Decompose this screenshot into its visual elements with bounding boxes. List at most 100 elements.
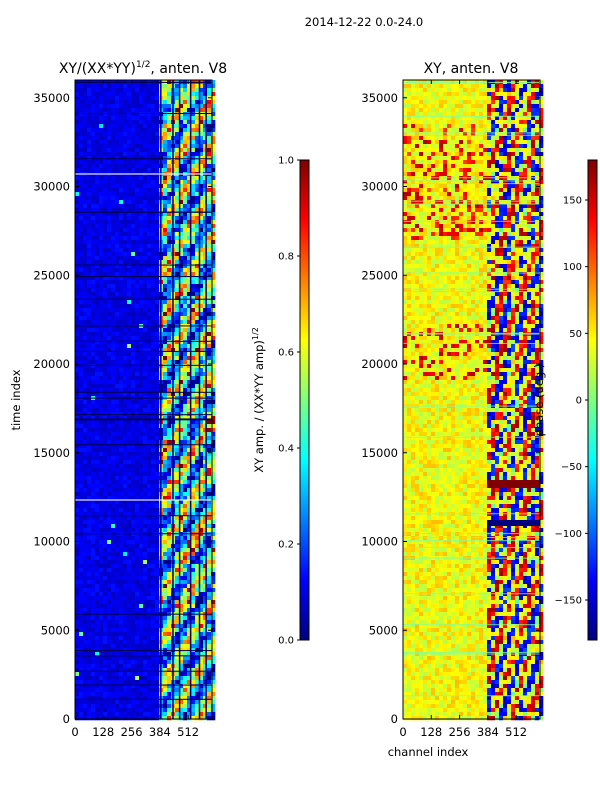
amplitude-heatmap-cell (127, 116, 132, 121)
amplitude-heatmap-cell (79, 128, 84, 133)
amplitude-heatmap-cell (87, 520, 92, 525)
amplitude-heatmap-cell (115, 436, 120, 441)
amplitude-heatmap-cell (135, 392, 140, 397)
amplitude-heatmap-cell (87, 436, 92, 441)
amplitude-heatmap-cell (195, 284, 200, 289)
amplitude-heatmap-cell (163, 488, 168, 493)
amplitude-heatmap-cell (87, 316, 92, 321)
amplitude-heatmap-cell (151, 628, 156, 633)
amplitude-heatmap-cell (75, 364, 80, 369)
amplitude-heatmap-cell (191, 564, 196, 569)
amplitude-heatmap-cell (115, 384, 120, 389)
amplitude-heatmap-cell (127, 160, 132, 165)
amplitude-heatmap-cell (179, 428, 184, 433)
amplitude-heatmap-cell (119, 196, 124, 201)
amplitude-heatmap-cell (127, 520, 132, 525)
amplitude-heatmap-cell (83, 240, 88, 245)
amplitude-heatmap-cell (195, 528, 200, 533)
amplitude-heatmap-cell (203, 460, 208, 465)
amplitude-heatmap-cell (127, 204, 132, 209)
amplitude-heatmap-cell (111, 628, 116, 633)
amplitude-heatmap-cell (95, 372, 100, 377)
amplitude-heatmap-cell (203, 280, 208, 285)
amplitude-heatmap-cell (187, 552, 192, 557)
amplitude-heatmap-cell (107, 584, 112, 589)
amplitude-heatmap-cell (139, 488, 144, 493)
amplitude-heatmap-cell (203, 304, 208, 309)
amplitude-heatmap-cell (135, 356, 140, 361)
amplitude-heatmap-cell (123, 360, 128, 365)
amplitude-heatmap-cell (123, 344, 128, 349)
amplitude-heatmap-cell (163, 476, 168, 481)
amplitude-heatmap-cell (99, 108, 104, 113)
amplitude-heatmap-cell (203, 144, 208, 149)
amplitude-heatmap-cell (91, 108, 96, 113)
amplitude-heatmap-cell (183, 264, 188, 269)
amplitude-heatmap-cell (99, 408, 104, 413)
amplitude-heatmap-cell (103, 600, 108, 605)
amplitude-heatmap-cell (111, 564, 116, 569)
amplitude-heatmap-cell (99, 540, 104, 545)
amplitude-heatmap-cell (115, 144, 120, 149)
amplitude-heatmap-cell (95, 332, 100, 337)
amplitude-heatmap-cell (183, 316, 188, 321)
amplitude-heatmap-cell (139, 188, 144, 193)
amplitude-heatmap-cell (83, 308, 88, 313)
amplitude-heatmap-cell (187, 104, 192, 109)
amplitude-heatmap-cell (207, 632, 212, 637)
amplitude-heatmap-cell (123, 400, 128, 405)
amplitude-heatmap-cell (211, 420, 216, 425)
amplitude-heatmap-cell (135, 480, 140, 485)
amplitude-heatmap-cell (107, 180, 112, 185)
amplitude-heatmap-cell (211, 628, 216, 633)
amplitude-heatmap-cell (123, 228, 128, 233)
amplitude-heatmap-cell (143, 288, 148, 293)
amplitude-heatmap-cell (203, 436, 208, 441)
amplitude-heatmap-cell (167, 156, 172, 161)
amplitude-heatmap-cell (139, 320, 144, 325)
amplitude-heatmap-cell (115, 448, 120, 453)
amplitude-heatmap-cell (139, 256, 144, 261)
amplitude-heatmap-cell (175, 376, 180, 381)
amplitude-heatmap-cell (87, 464, 92, 469)
amplitude-heatmap-cell (127, 616, 132, 621)
amplitude-heatmap-cell (119, 400, 124, 405)
amplitude-heatmap-cell (143, 624, 148, 629)
amplitude-heatmap-cell (147, 412, 152, 417)
amplitude-heatmap-cell (143, 260, 148, 265)
amplitude-heatmap-cell (207, 440, 212, 445)
amplitude-heatmap-cell (83, 140, 88, 145)
amplitude-heatmap-cell (151, 236, 156, 241)
amplitude-heatmap-cell (103, 640, 108, 645)
amplitude-heatmap-cell (195, 576, 200, 581)
amplitude-heatmap-cell (147, 432, 152, 437)
amplitude-heatmap-cell (139, 216, 144, 221)
amplitude-heatmap-cell (211, 508, 216, 513)
amplitude-heatmap-cell (75, 436, 80, 441)
amplitude-heatmap-cell (135, 400, 140, 405)
amplitude-heatmap-cell (83, 92, 88, 97)
amplitude-heatmap-cell (75, 228, 80, 233)
amplitude-heatmap-cell (83, 156, 88, 161)
amplitude-heatmap-cell (199, 176, 204, 181)
amplitude-heatmap-cell (135, 368, 140, 373)
amplitude-heatmap-cell (203, 340, 208, 345)
amplitude-heatmap-cell (103, 584, 108, 589)
amplitude-heatmap-cell (87, 300, 92, 305)
amplitude-heatmap-cell (107, 376, 112, 381)
amplitude-heatmap-cell (175, 188, 180, 193)
amplitude-heatmap-cell (191, 160, 196, 165)
amplitude-heatmap-cell (79, 448, 84, 453)
amplitude-heatmap-cell (99, 592, 104, 597)
amplitude-heatmap-cell (111, 276, 116, 281)
amplitude-heatmap-cell (199, 112, 204, 117)
amplitude-heatmap-cell (91, 368, 96, 373)
amplitude-heatmap-cell (211, 188, 216, 193)
amplitude-heatmap-cell (207, 288, 212, 293)
amplitude-heatmap-cell (83, 384, 88, 389)
amplitude-heatmap-cell (183, 260, 188, 265)
amplitude-heatmap-cell (143, 632, 148, 637)
amplitude-heatmap-cell (191, 264, 196, 269)
amplitude-heatmap-cell (115, 444, 120, 449)
amplitude-heatmap-cell (91, 476, 96, 481)
